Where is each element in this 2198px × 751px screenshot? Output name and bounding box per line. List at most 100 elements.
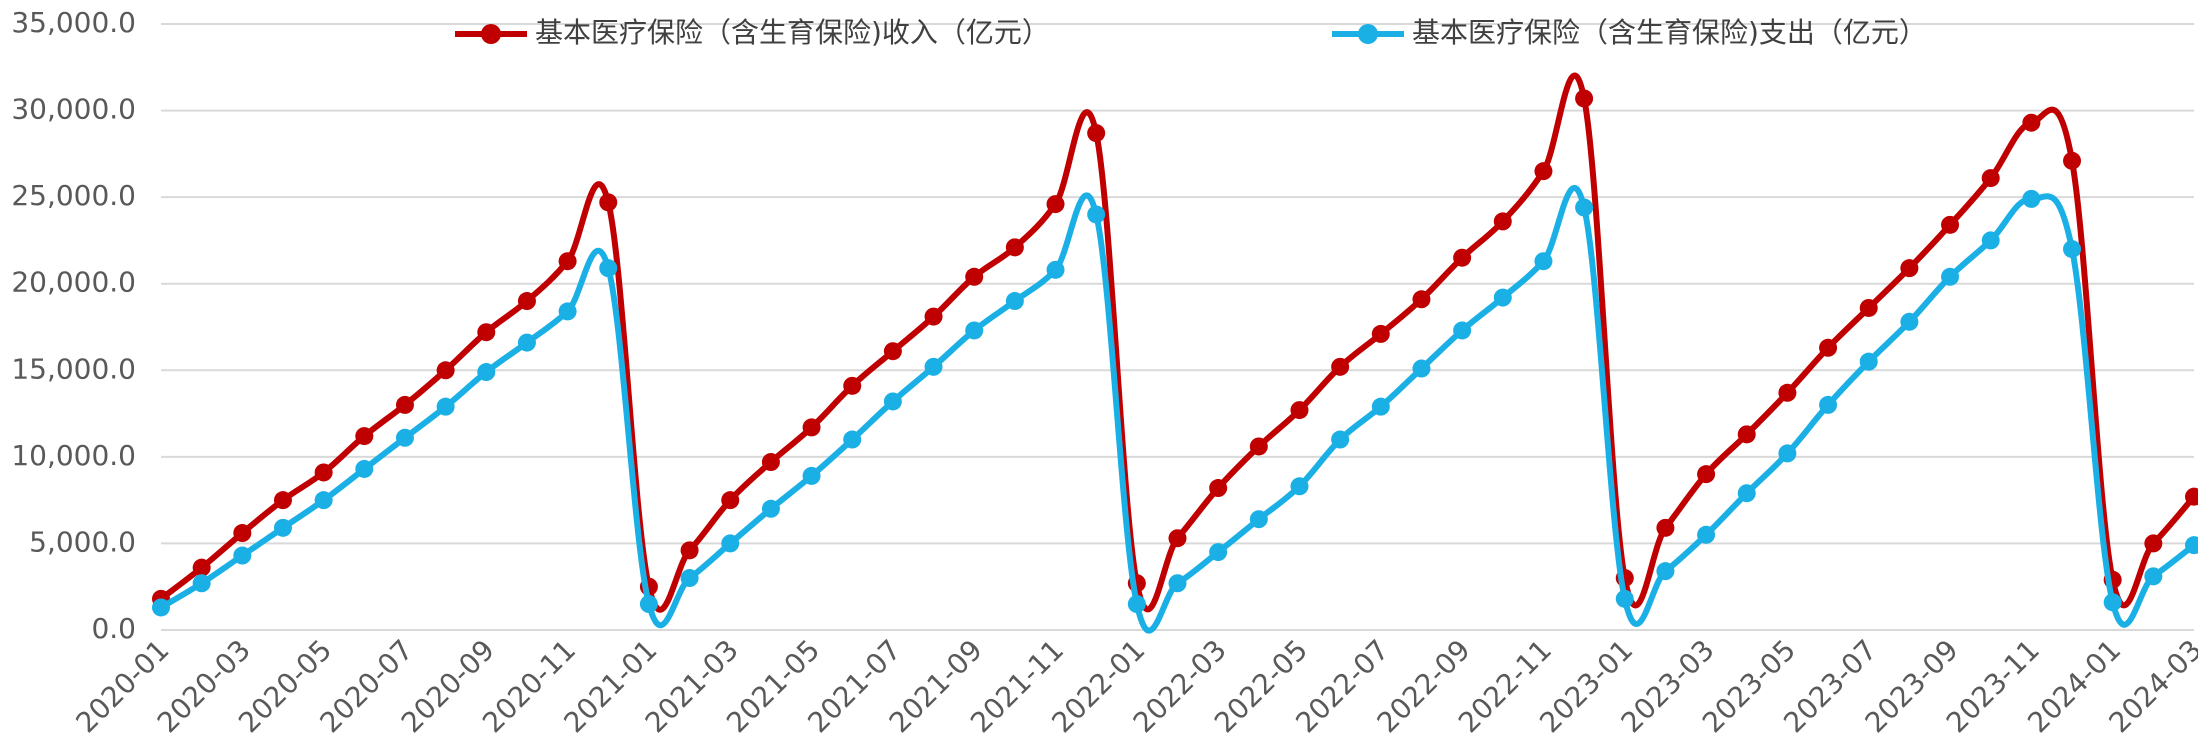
- point: [1900, 312, 1919, 331]
- point: [192, 574, 211, 593]
- point: [680, 541, 699, 560]
- point: [1453, 248, 1472, 267]
- point: [1331, 430, 1350, 449]
- y-tick-label: 30,000.0: [11, 93, 136, 126]
- point: [152, 598, 170, 617]
- point: [2022, 113, 2041, 132]
- point: [761, 453, 780, 472]
- point: [1656, 518, 1675, 537]
- point: [924, 307, 943, 326]
- point: [1819, 338, 1838, 357]
- point: [477, 363, 496, 382]
- point: [1615, 589, 1634, 608]
- point: [721, 534, 740, 553]
- y-tick-label: 0.0: [91, 612, 136, 645]
- point: [680, 569, 699, 588]
- point: [883, 342, 902, 361]
- point: [233, 524, 252, 543]
- point: [2063, 151, 2082, 170]
- point: [1046, 260, 1065, 279]
- point: [1737, 484, 1756, 503]
- point: [1778, 444, 1797, 463]
- point: [639, 595, 658, 614]
- y-tick-label: 10,000.0: [11, 439, 136, 472]
- point: [2144, 534, 2163, 553]
- point: [2185, 487, 2198, 506]
- point: [1249, 510, 1268, 529]
- point: [1087, 205, 1106, 224]
- point: [1697, 525, 1716, 544]
- point: [1331, 357, 1350, 376]
- point: [1290, 401, 1309, 420]
- point: [1087, 124, 1106, 143]
- point: [1493, 288, 1512, 307]
- point: [1656, 562, 1675, 581]
- point: [1046, 195, 1065, 214]
- point: [1900, 259, 1919, 278]
- point: [599, 193, 618, 212]
- point: [1453, 321, 1472, 340]
- point: [1819, 395, 1838, 414]
- point: [558, 302, 577, 321]
- point: [965, 267, 984, 286]
- legend-marker: [1358, 24, 1378, 44]
- point: [436, 397, 455, 416]
- point: [1575, 89, 1594, 108]
- point: [802, 466, 821, 485]
- point: [965, 321, 984, 340]
- point: [1941, 267, 1960, 286]
- point: [273, 491, 292, 510]
- point: [1168, 574, 1187, 593]
- y-tick-label: 20,000.0: [11, 266, 136, 299]
- point: [2185, 536, 2198, 555]
- point: [1005, 238, 1024, 257]
- point: [395, 395, 414, 414]
- point: [802, 418, 821, 437]
- point: [599, 259, 618, 278]
- point: [1493, 212, 1512, 231]
- point: [192, 558, 211, 577]
- point: [355, 427, 374, 446]
- point: [1371, 324, 1390, 343]
- legend-label: 基本医疗保险（含生育保险)支出（亿元）: [1412, 16, 1927, 49]
- point: [273, 518, 292, 537]
- point: [558, 252, 577, 271]
- point: [314, 463, 333, 482]
- point: [436, 361, 455, 380]
- point: [2144, 567, 2163, 586]
- point: [1249, 437, 1268, 456]
- point: [1209, 543, 1228, 562]
- point: [1412, 359, 1431, 378]
- point: [517, 292, 536, 311]
- point: [1697, 465, 1716, 484]
- point: [1534, 162, 1553, 181]
- point: [2022, 189, 2041, 208]
- point: [395, 428, 414, 447]
- point: [843, 376, 862, 395]
- point: [843, 430, 862, 449]
- point: [2063, 240, 2082, 259]
- point: [1981, 169, 2000, 188]
- y-tick-label: 5,000.0: [29, 525, 136, 558]
- point: [517, 333, 536, 352]
- point: [477, 323, 496, 342]
- point: [1981, 231, 2000, 250]
- point: [721, 491, 740, 510]
- point: [1290, 477, 1309, 496]
- point: [1941, 215, 1960, 234]
- point: [1859, 352, 1878, 371]
- point: [924, 357, 943, 376]
- point: [314, 491, 333, 510]
- point: [1209, 479, 1228, 498]
- point: [1534, 252, 1553, 271]
- legend-label: 基本医疗保险（含生育保险)收入（亿元）: [535, 16, 1050, 49]
- point: [355, 459, 374, 478]
- y-tick-label: 35,000.0: [11, 6, 136, 39]
- legend-marker: [481, 24, 501, 44]
- point: [1168, 529, 1187, 548]
- point: [1575, 198, 1594, 217]
- point: [1778, 383, 1797, 402]
- point: [761, 499, 780, 518]
- point: [1412, 290, 1431, 309]
